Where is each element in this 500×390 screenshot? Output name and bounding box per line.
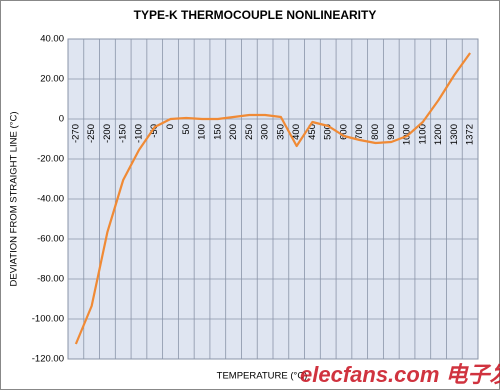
- x-tick-label: 450: [307, 124, 318, 140]
- x-tick-label: 900: [386, 124, 397, 140]
- x-tick-label: 1100: [417, 124, 428, 144]
- y-tick-label: -20.00: [37, 154, 64, 165]
- y-tick-label: -80.00: [37, 274, 64, 285]
- x-tick-label: -50: [149, 124, 160, 138]
- data-line: [74, 52, 472, 345]
- x-tick-label: 1300: [449, 124, 460, 145]
- x-tick-label: 400: [291, 124, 302, 140]
- x-tick-label: -100: [133, 124, 144, 143]
- x-tick-label: -270: [70, 124, 81, 143]
- x-tick-label: 1372: [465, 124, 476, 145]
- x-tick-label: 700: [354, 124, 365, 140]
- x-tick-label: 150: [212, 124, 223, 140]
- x-tick-label: 250: [244, 124, 255, 140]
- y-tick-label: 0: [59, 114, 64, 125]
- watermark: elecfans.com 电子发烧友: [300, 362, 500, 387]
- y-tick-label: -100.00: [32, 314, 64, 325]
- x-tick-label: 0: [165, 124, 176, 129]
- x-tick-label: 1200: [433, 124, 444, 145]
- x-tick-label: 200: [228, 124, 239, 140]
- y-tick-label: -120.00: [32, 354, 64, 365]
- x-tick-label: 100: [197, 124, 208, 140]
- chart-title: TYPE-K THERMOCOUPLE NONLINEARITY: [134, 8, 377, 22]
- x-axis-label: TEMPERATURE (°C): [217, 371, 308, 382]
- x-tick-label: 300: [260, 124, 271, 140]
- x-tick-label: -200: [102, 124, 113, 143]
- x-tick-label: 500: [323, 124, 334, 140]
- x-tick-label: 600: [338, 124, 349, 140]
- x-tick-label: -150: [118, 124, 129, 143]
- y-axis-label: DEVIATION FROM STRAIGHT LINE (°C): [9, 112, 20, 287]
- y-tick-label: 20.00: [40, 74, 64, 85]
- x-tick-label: 350: [275, 124, 286, 140]
- y-tick-label: -60.00: [37, 234, 64, 245]
- y-tick-label: 40.00: [40, 34, 64, 45]
- x-tick-label: 50: [181, 124, 192, 135]
- x-tick-label: 800: [370, 124, 381, 140]
- y-tick-label: -40.00: [37, 194, 64, 205]
- x-tick-label: -250: [86, 124, 97, 143]
